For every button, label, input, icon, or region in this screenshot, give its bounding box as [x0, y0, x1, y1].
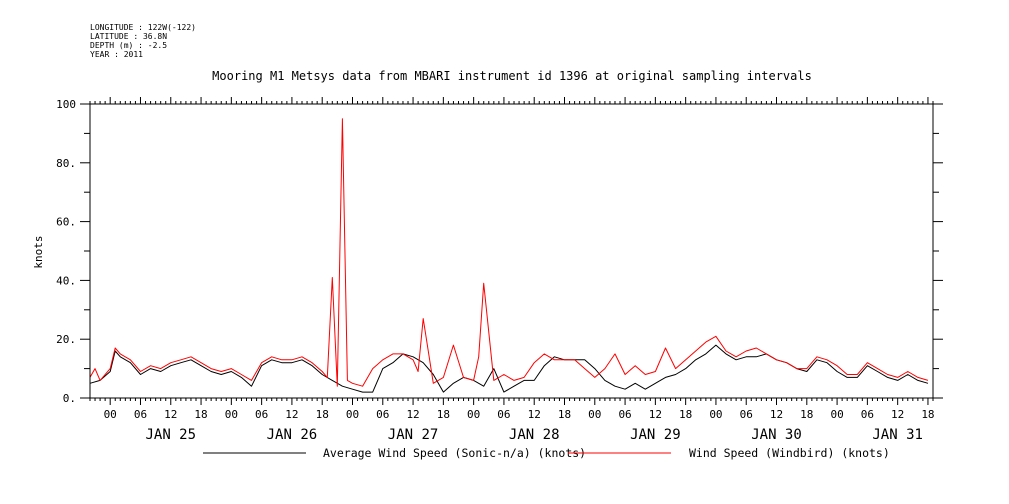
meta-latitude: LATITUDE : 36.8N — [90, 32, 167, 41]
x-day-label: JAN 25 — [145, 427, 196, 443]
x-tick-label: 12 — [891, 408, 904, 421]
x-tick-label: 12 — [528, 408, 541, 421]
series-line-windbird — [89, 118, 929, 387]
metadata-block: LONGITUDE : 122W(-122) LATITUDE : 36.8N … — [90, 23, 196, 59]
x-tick-label: 06 — [134, 408, 147, 421]
x-day-label: JAN 30 — [751, 427, 802, 443]
x-tick-label: 18 — [316, 408, 329, 421]
meta-longitude: LONGITUDE : 122W(-122) — [90, 23, 196, 32]
legend-label-windbird: Wind Speed (Windbird) (knots) — [689, 446, 890, 460]
x-tick-label: 12 — [649, 408, 662, 421]
y-tick-label: 80. — [56, 157, 76, 170]
x-day-label: JAN 27 — [388, 427, 439, 443]
y-axis-label: knots — [32, 235, 45, 268]
x-day-label: JAN 28 — [509, 427, 560, 443]
y-tick-label: 20. — [56, 333, 76, 346]
plot-frame — [89, 103, 934, 399]
axis-ticks — [80, 97, 943, 405]
x-tick-label: 18 — [679, 408, 692, 421]
x-tick-labels: 00 06 12 18 00 06 12 18 00 06 12 18 00 06 12 18 00 06 12 18… — [104, 408, 935, 421]
meta-depth: DEPTH (m) : -2.5 — [90, 41, 167, 50]
x-day-labels: JAN 25 JAN 26 JAN 27 JAN 28 JAN 29 JAN 30 JAN … — [145, 427, 922, 443]
x-day-label: JAN 31 — [872, 427, 923, 443]
chart-title: Mooring M1 Metsys data from MBARI instru… — [212, 69, 812, 83]
x-tick-label: 00 — [104, 408, 117, 421]
x-tick-label: 06 — [255, 408, 268, 421]
x-tick-label: 12 — [164, 408, 177, 421]
x-day-label: JAN 26 — [267, 427, 318, 443]
x-tick-label: 18 — [921, 408, 934, 421]
x-tick-label: 18 — [800, 408, 813, 421]
x-tick-label: 12 — [406, 408, 419, 421]
x-tick-label: 06 — [618, 408, 631, 421]
x-tick-label: 00 — [709, 408, 722, 421]
meta-year: YEAR : 2011 — [90, 50, 143, 59]
y-tick-label: 60. — [56, 216, 76, 229]
x-tick-label: 06 — [376, 408, 389, 421]
x-tick-label: 06 — [740, 408, 753, 421]
x-tick-label: 18 — [194, 408, 207, 421]
plot-area — [89, 118, 929, 393]
y-tick-label: 40. — [56, 274, 76, 287]
x-tick-label: 12 — [770, 408, 783, 421]
x-day-label: JAN 29 — [630, 427, 681, 443]
y-tick-labels: 0. 20. 40. 60. 80. 100 — [56, 98, 76, 405]
y-tick-label: 100 — [56, 98, 76, 111]
legend: Average Wind Speed (Sonic-n/a) (knots) W… — [203, 446, 890, 460]
x-tick-label: 18 — [558, 408, 571, 421]
x-tick-label: 18 — [437, 408, 450, 421]
x-tick-label: 00 — [830, 408, 843, 421]
x-tick-label: 00 — [588, 408, 601, 421]
x-tick-label: 00 — [467, 408, 480, 421]
x-tick-label: 00 — [225, 408, 238, 421]
legend-label-average: Average Wind Speed (Sonic-n/a) (knots) — [323, 446, 586, 460]
x-tick-label: 06 — [861, 408, 874, 421]
x-tick-label: 06 — [497, 408, 510, 421]
y-tick-label: 0. — [63, 392, 76, 405]
x-tick-label: 12 — [285, 408, 298, 421]
x-tick-label: 00 — [346, 408, 359, 421]
